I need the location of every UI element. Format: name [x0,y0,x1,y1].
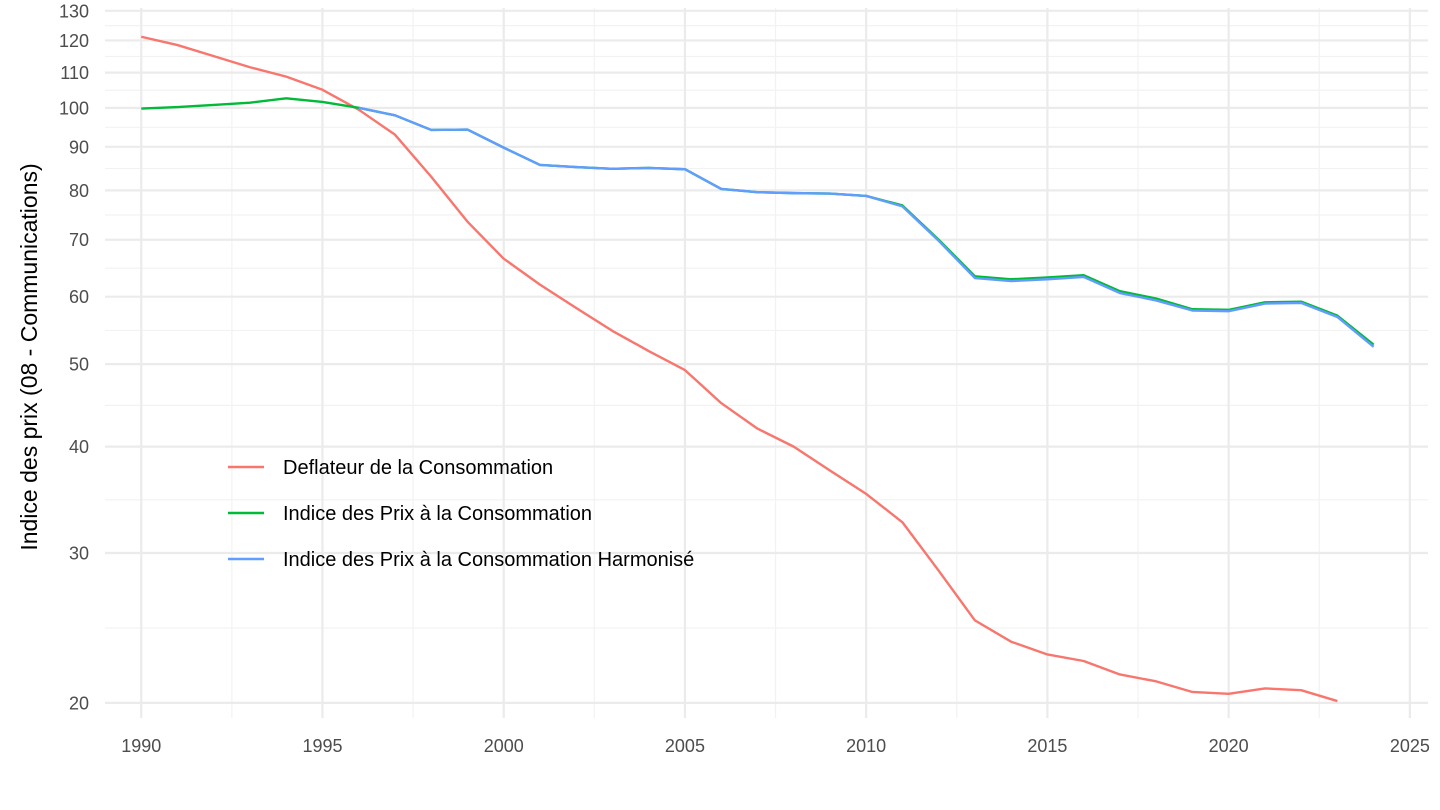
x-tick-label: 2010 [846,736,886,756]
x-tick-label: 2005 [665,736,705,756]
y-tick-label: 30 [69,543,89,563]
x-tick-label: 2020 [1209,736,1249,756]
y-tick-label: 120 [59,31,89,51]
y-tick-label: 100 [59,98,89,118]
y-tick-label: 20 [69,693,89,713]
y-tick-label: 130 [59,1,89,21]
x-tick-label: 2015 [1027,736,1067,756]
y-tick-label: 60 [69,287,89,307]
legend: Deflateur de la Consommation Indice des P… [228,457,694,571]
y-tick-label: 50 [69,355,89,375]
x-axis-tick-labels: 1990 1995 2000 2005 2010 2015 2020 2025 [121,736,1430,756]
x-tick-label: 1995 [302,736,342,756]
legend-item: Indice des Prix à la Consommation [228,503,592,525]
y-tick-label: 80 [69,181,89,201]
x-tick-label: 2025 [1390,736,1430,756]
y-tick-label: 110 [60,63,89,83]
y-axis-tick-labels: 20 30 40 50 60 70 80 90 100 110 120 130 [59,1,89,713]
x-tick-label: 2000 [484,736,524,756]
y-tick-label: 70 [69,230,89,250]
series-line [358,106,1375,348]
y-tick-label: 90 [69,137,89,157]
legend-item: Indice des Prix à la Consommation Harmon… [228,549,694,571]
legend-item: Deflateur de la Consommation [228,457,553,479]
legend-label: Deflateur de la Consommation [283,457,553,479]
series-line [141,97,1375,346]
legend-label: Indice des Prix à la Consommation Harmon… [283,549,694,571]
x-tick-label: 1990 [121,736,161,756]
minor-gridlines [105,8,1428,718]
series-lines [140,35,1375,703]
legend-label: Indice des Prix à la Consommation [283,503,592,525]
y-axis-title: Indice des prix (08 - Communications) [16,163,42,550]
y-tick-label: 40 [69,437,89,457]
major-gridlines [105,8,1428,718]
series-line [140,35,1338,703]
